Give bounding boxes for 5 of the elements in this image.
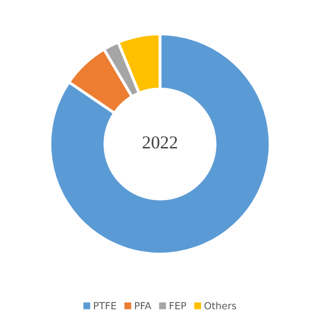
- legend-label: FEP: [170, 302, 186, 310]
- legend-label: PTFE: [94, 302, 116, 310]
- legend-label: Others: [204, 302, 236, 310]
- legend-label: PFA: [135, 302, 152, 310]
- text: 2022: [142, 136, 178, 149]
